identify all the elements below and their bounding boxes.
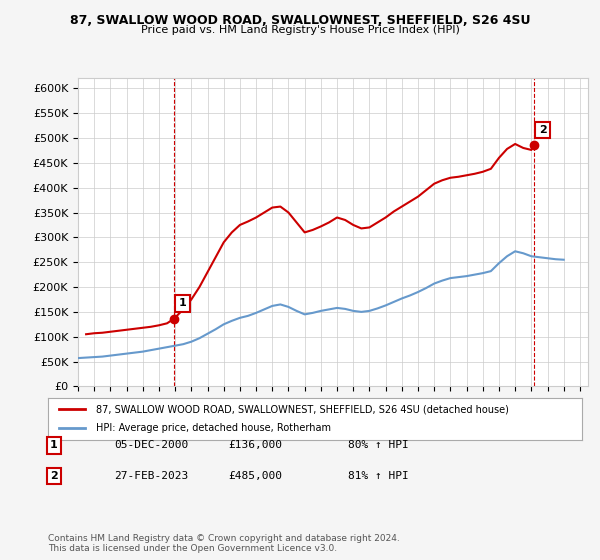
Text: 87, SWALLOW WOOD ROAD, SWALLOWNEST, SHEFFIELD, S26 4SU: 87, SWALLOW WOOD ROAD, SWALLOWNEST, SHEF… xyxy=(70,14,530,27)
Text: 87, SWALLOW WOOD ROAD, SWALLOWNEST, SHEFFIELD, S26 4SU (detached house): 87, SWALLOW WOOD ROAD, SWALLOWNEST, SHEF… xyxy=(96,404,509,414)
Text: £485,000: £485,000 xyxy=(228,471,282,481)
Text: 27-FEB-2023: 27-FEB-2023 xyxy=(114,471,188,481)
Text: 2: 2 xyxy=(539,125,547,135)
Text: 05-DEC-2000: 05-DEC-2000 xyxy=(114,440,188,450)
Text: 1: 1 xyxy=(50,440,58,450)
Text: £136,000: £136,000 xyxy=(228,440,282,450)
Text: HPI: Average price, detached house, Rotherham: HPI: Average price, detached house, Roth… xyxy=(96,423,331,433)
Text: 2: 2 xyxy=(50,471,58,481)
Text: Contains HM Land Registry data © Crown copyright and database right 2024.
This d: Contains HM Land Registry data © Crown c… xyxy=(48,534,400,553)
Text: 80% ↑ HPI: 80% ↑ HPI xyxy=(348,440,409,450)
Text: 81% ↑ HPI: 81% ↑ HPI xyxy=(348,471,409,481)
Text: Price paid vs. HM Land Registry's House Price Index (HPI): Price paid vs. HM Land Registry's House … xyxy=(140,25,460,35)
Text: 1: 1 xyxy=(179,298,187,309)
